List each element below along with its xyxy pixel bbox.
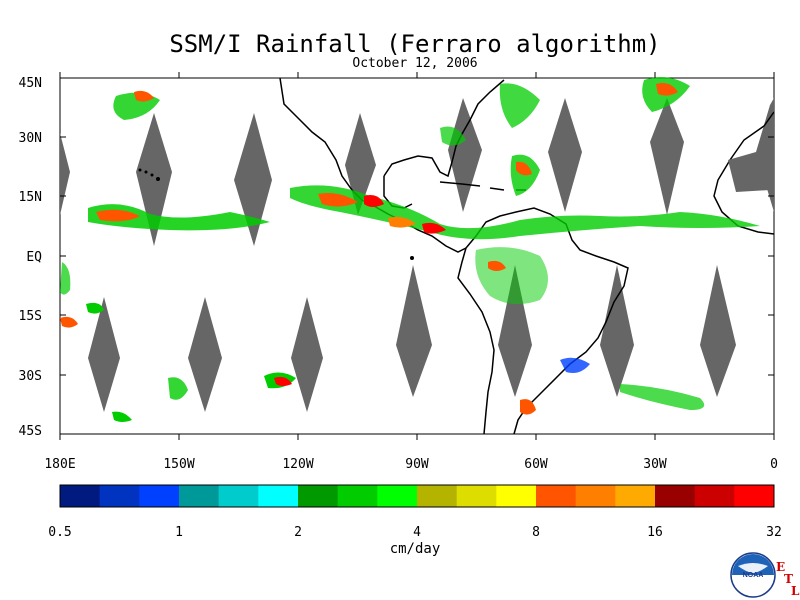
lon-label: 0 (770, 457, 778, 472)
map-date: October 12, 2006 (352, 56, 478, 71)
rainfall-patches (60, 77, 760, 422)
colorbar-cell (694, 485, 735, 507)
colorbar (59, 484, 775, 508)
colorbar-cell (417, 485, 458, 507)
gulf-coast (383, 79, 505, 178)
colorbar-cell (60, 485, 101, 507)
lat-label: 30S (19, 369, 42, 384)
colorbar-cell (575, 485, 616, 507)
galapagos-islands (410, 256, 414, 260)
colorbar-tick-label: 16 (647, 525, 663, 540)
colorbar-cell (218, 485, 259, 507)
swath-gap (650, 98, 684, 215)
colorbar-tick-label: 1 (175, 525, 183, 540)
colorbar-tick-label: 32 (766, 525, 782, 540)
noaa-logo: NOAA (730, 552, 776, 598)
colorbar-cell (337, 485, 378, 507)
colorbar-tick-label: 8 (532, 525, 540, 540)
colorbar-cell (298, 485, 339, 507)
map-title: SSM/I Rainfall (Ferraro algorithm) (169, 30, 661, 58)
lon-label: 150W (163, 457, 194, 472)
lon-label: 30W (643, 457, 667, 472)
noaa-logo-text: NOAA (743, 572, 764, 579)
colorbar-cell (536, 485, 577, 507)
lon-label: 90W (405, 457, 429, 472)
lat-label: 45S (19, 424, 42, 439)
lat-ticks (60, 77, 774, 435)
swath-gap (600, 265, 634, 397)
colorbar-cell (377, 485, 418, 507)
lon-ticks (59, 72, 775, 440)
swath-gap (234, 113, 272, 246)
swath-gap (700, 265, 736, 397)
swath-gap (291, 297, 323, 412)
lon-label: 120W (282, 457, 313, 472)
lab-letter: E (776, 560, 786, 574)
land-shadow (728, 148, 770, 192)
swath-gap (188, 297, 222, 412)
colorbar-outline (59, 484, 775, 508)
africa-coast (713, 111, 775, 235)
lat-label: 30N (19, 131, 42, 146)
swath-gap (136, 113, 172, 246)
colorbar-cell (179, 485, 220, 507)
lon-label: 180E (44, 457, 75, 472)
colorbar-units: cm/day (389, 541, 441, 557)
colorbar-cell (496, 485, 537, 507)
lat-label: EQ (26, 250, 42, 265)
swath-gap (396, 265, 432, 397)
cuba-outline (439, 181, 481, 187)
colorbar-cell (615, 485, 656, 507)
lon-label: 60W (524, 457, 548, 472)
colorbar-cell (139, 485, 180, 507)
lat-label: 15N (19, 190, 42, 205)
colorbar-cell (258, 485, 299, 507)
hawaii-islands (138, 168, 160, 181)
swath-gap (60, 133, 70, 215)
lat-label: 15S (19, 309, 42, 324)
colorbar-cell (456, 485, 497, 507)
south-america-east-coast (465, 207, 629, 435)
swath-gap (498, 265, 532, 397)
lab-letter: L (791, 584, 800, 598)
south-america-west-coast (457, 247, 495, 435)
colorbar-tick-label: 4 (413, 525, 421, 540)
swath-gap (88, 297, 120, 412)
colorbar-tick-label: 0.5 (48, 525, 71, 540)
colorbar-cell (655, 485, 696, 507)
lat-label: 45N (19, 76, 42, 91)
lab-letter: T (784, 572, 793, 586)
swath-gap (548, 98, 582, 212)
lon-labels: 180E 150W 120W 90W 60W 30W 0 (44, 457, 778, 472)
colorbar-labels: 0.5 1 2 4 8 16 32 (48, 525, 782, 540)
lat-labels: 45N 30N 15N EQ 15S 30S 45S (19, 76, 43, 439)
swath-gap (345, 113, 376, 215)
colorbar-cell (99, 485, 140, 507)
colorbar-tick-label: 2 (294, 525, 302, 540)
colorbar-cell (734, 485, 775, 507)
